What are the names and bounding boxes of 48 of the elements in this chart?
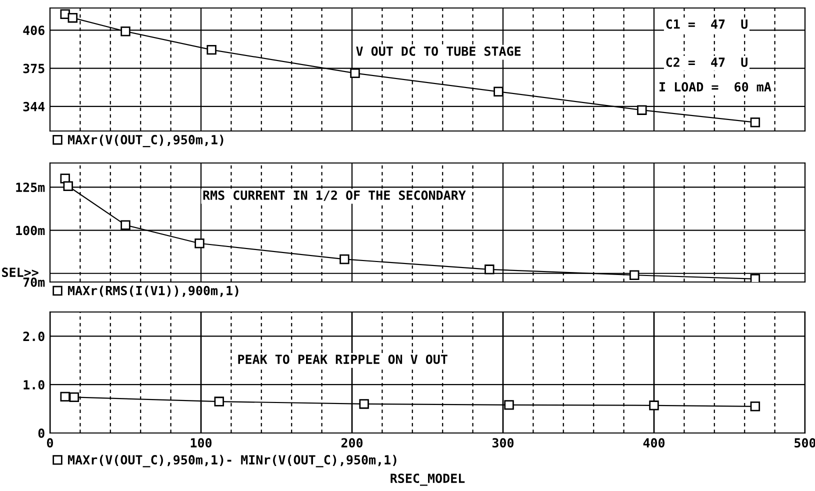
point bbox=[194, 238, 204, 248]
point bbox=[750, 402, 760, 412]
point bbox=[630, 270, 640, 280]
point bbox=[69, 392, 80, 402]
point bbox=[637, 105, 647, 115]
annotation: PEAK TO PEAK RIPPLE ON V OUT bbox=[238, 354, 448, 364]
point bbox=[206, 44, 216, 55]
point bbox=[750, 274, 760, 282]
x-tick-label: 300 bbox=[492, 438, 514, 448]
point bbox=[60, 174, 70, 184]
point bbox=[60, 392, 70, 402]
y-tick-label: 406 bbox=[23, 26, 44, 36]
annotation: I LOAD = 60 mA bbox=[660, 82, 772, 92]
y-tick-label: 0 bbox=[38, 428, 44, 438]
y-tick-label: 375 bbox=[23, 64, 44, 74]
x-axis-title: RSEC_MODEL bbox=[390, 474, 465, 486]
point bbox=[504, 400, 514, 410]
point bbox=[649, 400, 659, 410]
y-tick-label: 125m bbox=[16, 182, 45, 192]
x-tick-label: 100 bbox=[190, 438, 212, 448]
y-tick-label: 70m bbox=[23, 277, 45, 287]
point bbox=[60, 9, 70, 20]
point bbox=[120, 26, 130, 36]
legend-label: MAXr(V(OUT_C),950m,1)- MINr(V(OUT_C),950m,1) bbox=[68, 454, 396, 468]
x-tick-label: 0 bbox=[46, 438, 54, 448]
point bbox=[750, 118, 760, 128]
annotation: C1 = 47 U bbox=[666, 19, 748, 29]
annotation: RMS CURRENT IN 1/2 OF THE SECONDARY bbox=[203, 190, 466, 201]
legend-label: MAXr(V(OUT_C),950m,1) bbox=[68, 134, 224, 148]
legend-label: MAXr(RMS(I(V1)),900m,1) bbox=[68, 286, 238, 297]
y-tick-label: 344 bbox=[23, 102, 45, 112]
point bbox=[359, 399, 369, 409]
point bbox=[484, 264, 494, 274]
y-tick-label: 100m bbox=[16, 226, 45, 236]
x-tick-label: 400 bbox=[643, 438, 665, 448]
point bbox=[68, 12, 78, 23]
point bbox=[120, 220, 130, 230]
annotation: V OUT DC TO TUBE STAGE bbox=[356, 46, 521, 56]
y-tick-label: 1.0 bbox=[24, 380, 44, 390]
point bbox=[214, 396, 224, 406]
point bbox=[350, 68, 360, 78]
point bbox=[63, 181, 73, 191]
x-tick-label: 200 bbox=[341, 438, 363, 448]
annotation: C2 = 47 U bbox=[666, 58, 748, 67]
y-tick-label: 2.0 bbox=[23, 332, 44, 342]
point bbox=[340, 254, 350, 264]
point bbox=[494, 86, 504, 96]
ref-line-label: SEL>> bbox=[2, 268, 38, 278]
